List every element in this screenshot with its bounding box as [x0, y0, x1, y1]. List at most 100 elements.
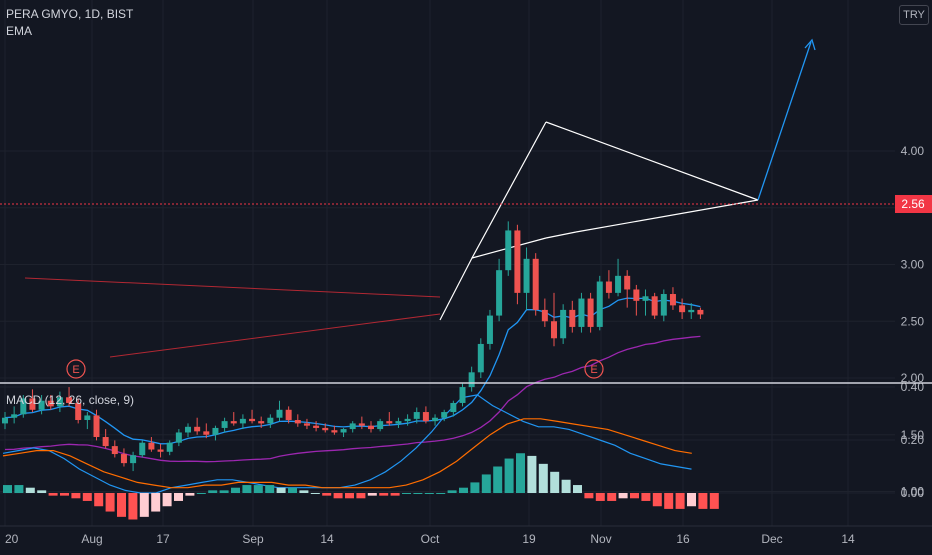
- candle-body[interactable]: [560, 309, 567, 339]
- macd-histogram-bar[interactable]: [561, 479, 571, 493]
- candle-body[interactable]: [477, 343, 484, 373]
- candle-body[interactable]: [203, 431, 210, 435]
- macd-histogram-bar[interactable]: [48, 493, 58, 496]
- macd-indicator-label[interactable]: MACD (12, 26, close, 9): [6, 393, 134, 407]
- macd-histogram-bar[interactable]: [3, 485, 12, 493]
- candle-body[interactable]: [633, 289, 640, 301]
- macd-histogram-bar[interactable]: [299, 490, 309, 493]
- macd-histogram-bar[interactable]: [345, 493, 354, 499]
- macd-histogram-bar[interactable]: [105, 493, 115, 512]
- candle-body[interactable]: [679, 305, 686, 313]
- macd-histogram-bar[interactable]: [356, 493, 366, 499]
- candle-body[interactable]: [688, 309, 695, 313]
- macd-histogram-bar[interactable]: [413, 493, 423, 494]
- macd-histogram-bar[interactable]: [538, 463, 548, 493]
- candle-body[interactable]: [93, 415, 100, 438]
- macd-histogram-bar[interactable]: [196, 493, 206, 494]
- candle-body[interactable]: [285, 409, 292, 420]
- candle-body[interactable]: [587, 298, 594, 327]
- candle-body[interactable]: [148, 442, 155, 450]
- candle-body[interactable]: [514, 230, 521, 293]
- candle-body[interactable]: [624, 275, 631, 290]
- candle-body[interactable]: [139, 442, 146, 456]
- macd-histogram-bar[interactable]: [117, 493, 126, 517]
- candle-body[interactable]: [358, 423, 365, 426]
- macd-histogram-bar[interactable]: [367, 493, 377, 496]
- candle-body[interactable]: [422, 412, 429, 422]
- candle-body[interactable]: [313, 425, 320, 428]
- macd-histogram-bar[interactable]: [447, 490, 457, 493]
- macd-histogram-bar[interactable]: [573, 485, 582, 493]
- earnings-marker-2[interactable]: E: [584, 359, 604, 379]
- macd-histogram-bar[interactable]: [698, 493, 708, 509]
- candle-body[interactable]: [111, 446, 118, 455]
- macd-histogram-bar[interactable]: [516, 453, 525, 493]
- candle-body[interactable]: [230, 421, 237, 424]
- candle-body[interactable]: [166, 442, 173, 452]
- candle-body[interactable]: [47, 400, 54, 407]
- candle-body[interactable]: [486, 315, 493, 344]
- earnings-marker-1[interactable]: E: [66, 359, 86, 379]
- candle-body[interactable]: [651, 296, 658, 316]
- candle-body[interactable]: [303, 423, 310, 426]
- macd-histogram-bar[interactable]: [242, 485, 252, 493]
- macd-histogram-bar[interactable]: [607, 493, 617, 501]
- candle-body[interactable]: [615, 275, 622, 293]
- candle-body[interactable]: [605, 281, 612, 293]
- macd-histogram-bar[interactable]: [94, 493, 104, 507]
- candle-body[interactable]: [75, 402, 82, 420]
- macd-histogram-bar[interactable]: [25, 487, 35, 493]
- macd-histogram-bar[interactable]: [675, 493, 685, 509]
- macd-histogram-bar[interactable]: [379, 493, 389, 496]
- macd-histogram-bar[interactable]: [139, 493, 149, 517]
- macd-histogram-bar[interactable]: [253, 485, 263, 493]
- candle-body[interactable]: [368, 425, 374, 430]
- candle-body[interactable]: [532, 258, 539, 310]
- macd-histogram-bar[interactable]: [584, 493, 594, 499]
- macd-histogram-bar[interactable]: [14, 485, 24, 493]
- candle-body[interactable]: [66, 397, 73, 403]
- macd-histogram-bar[interactable]: [71, 493, 81, 499]
- candle-body[interactable]: [11, 414, 18, 418]
- macd-histogram-bar[interactable]: [231, 487, 240, 493]
- candle-body[interactable]: [697, 309, 704, 315]
- candle-body[interactable]: [578, 298, 585, 327]
- candle-body[interactable]: [404, 418, 411, 422]
- macd-histogram-bar[interactable]: [151, 493, 161, 512]
- candle-body[interactable]: [505, 230, 512, 271]
- macd-histogram-bar[interactable]: [37, 490, 47, 493]
- candle-body[interactable]: [20, 398, 27, 415]
- macd-histogram-bar[interactable]: [459, 487, 468, 493]
- candle-body[interactable]: [212, 427, 219, 435]
- candle-body[interactable]: [267, 417, 274, 424]
- candle-body[interactable]: [496, 270, 503, 316]
- candle-body[interactable]: [38, 400, 45, 410]
- candle-body[interactable]: [669, 294, 676, 306]
- macd-histogram-bar[interactable]: [82, 493, 92, 501]
- macd-histogram-bar[interactable]: [128, 493, 138, 520]
- candle-body[interactable]: [157, 449, 164, 452]
- currency-button[interactable]: TRY: [899, 5, 929, 25]
- candle-body[interactable]: [395, 421, 402, 424]
- candle-body[interactable]: [340, 429, 347, 433]
- macd-histogram-bar[interactable]: [208, 490, 218, 493]
- macd-histogram-bar[interactable]: [276, 487, 286, 493]
- macd-histogram-bar[interactable]: [595, 493, 605, 501]
- candle-body[interactable]: [194, 426, 201, 432]
- macd-histogram-bar[interactable]: [288, 487, 297, 493]
- macd-histogram-bar[interactable]: [652, 493, 662, 507]
- macd-histogram-bar[interactable]: [641, 493, 651, 501]
- macd-histogram-bar[interactable]: [185, 493, 195, 496]
- candle-body[interactable]: [276, 409, 283, 418]
- candle-body[interactable]: [551, 321, 557, 339]
- candle-body[interactable]: [450, 402, 457, 413]
- macd-histogram-bar[interactable]: [470, 482, 480, 493]
- candle-body[interactable]: [596, 281, 603, 327]
- candle-body[interactable]: [130, 455, 137, 464]
- macd-histogram-bar[interactable]: [265, 485, 275, 493]
- candle-body[interactable]: [331, 430, 338, 433]
- candle-body[interactable]: [432, 417, 439, 422]
- candle-body[interactable]: [84, 415, 91, 420]
